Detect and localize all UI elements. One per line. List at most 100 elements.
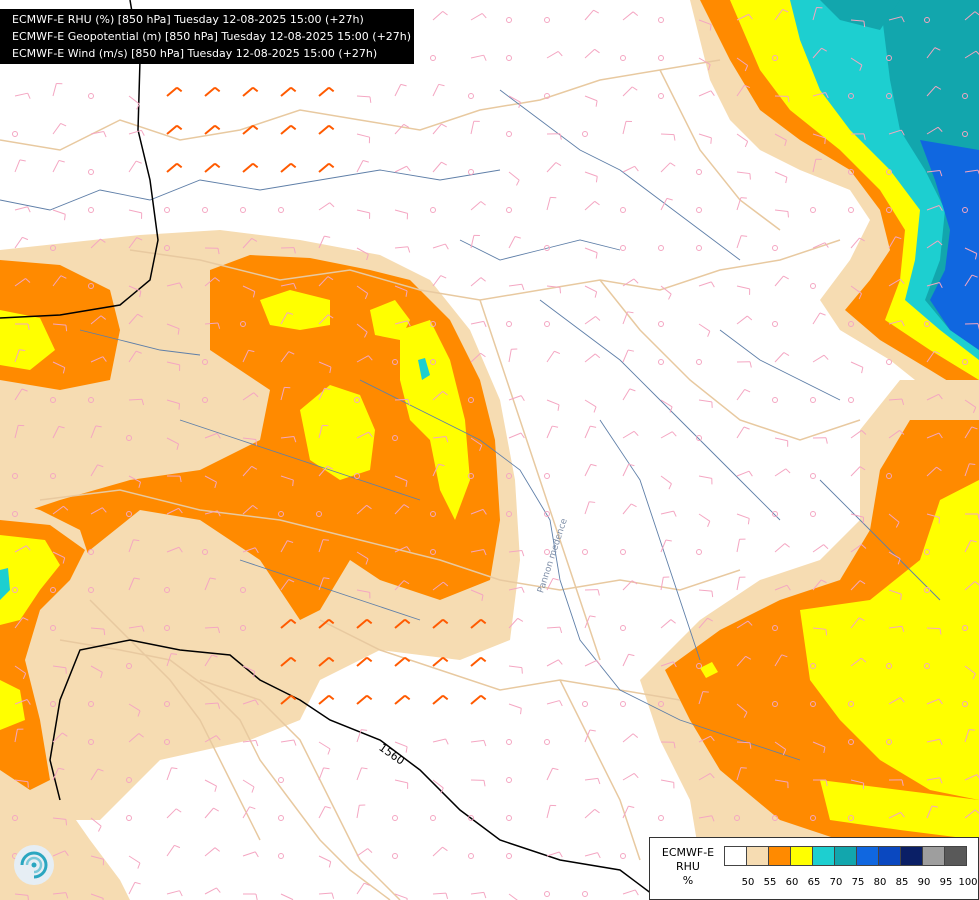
wind-barb — [90, 315, 107, 325]
wind-barb — [848, 815, 854, 821]
rhu-west-region — [0, 500, 130, 900]
wind-barb — [278, 207, 284, 213]
wind-barb — [52, 665, 67, 674]
wind-barb — [470, 779, 486, 787]
wind-barb — [204, 162, 221, 173]
wind-barb — [166, 399, 180, 410]
wind-barb — [126, 435, 132, 441]
wind-barb — [280, 162, 297, 173]
wind-barb — [50, 473, 56, 479]
wind-barb — [354, 397, 360, 403]
wind-barb — [90, 425, 102, 439]
wind-barb — [964, 247, 978, 260]
wind-barb — [546, 51, 563, 59]
wind-barb — [774, 584, 791, 591]
wind-barb — [90, 893, 104, 900]
wind-barb — [430, 207, 436, 213]
wind-barb — [204, 735, 221, 743]
wind-barb — [812, 158, 822, 173]
wind-barb — [698, 281, 715, 288]
wind-barb — [774, 779, 789, 789]
wind-barb — [90, 464, 104, 477]
wind-barb — [356, 767, 368, 781]
wind-barb — [166, 361, 181, 371]
country-borders — [0, 59, 861, 900]
wind-barb — [774, 133, 787, 147]
wind-barb — [204, 322, 221, 329]
legend-swatch — [746, 846, 769, 866]
wind-barb — [926, 240, 943, 249]
wind-barb — [620, 625, 626, 631]
wind-barb — [962, 93, 968, 99]
wind-barb — [242, 285, 256, 298]
wind-barb — [240, 587, 246, 593]
legend-swatch — [812, 846, 835, 866]
wind-barb — [546, 767, 559, 781]
wind-barb — [432, 779, 444, 794]
wind-barb — [88, 283, 94, 289]
wind-barb — [508, 95, 521, 109]
wind-barb — [848, 701, 854, 707]
wind-barb — [584, 808, 600, 819]
wind-barb — [430, 359, 436, 365]
wind-barb — [508, 395, 525, 402]
wind-barb — [280, 282, 297, 290]
rhu-legend: ECMWF-E RHU % 50 55 60 65 70 75 80 85 90 95 100 — [649, 837, 979, 900]
wind-barb — [12, 587, 18, 593]
wind-barb — [128, 129, 145, 136]
wind-barb — [204, 577, 216, 591]
wind-barb — [810, 207, 816, 213]
wind-barb — [660, 431, 677, 439]
wind-barb — [126, 815, 132, 821]
wind-barb — [50, 587, 56, 593]
wind-barb — [356, 355, 373, 363]
wind-barb — [470, 277, 486, 287]
wind-barb — [506, 777, 512, 783]
wind-barb — [278, 815, 284, 821]
wind-barb — [88, 207, 94, 213]
wind-barb — [52, 892, 69, 899]
wind-barbs — [12, 6, 979, 900]
wind-barb — [584, 659, 601, 667]
wind-barb — [316, 511, 322, 517]
wind-barb — [356, 589, 371, 599]
wind-barb — [470, 13, 487, 21]
wind-barb — [698, 773, 715, 781]
wind-barb — [772, 397, 778, 403]
wind-barb — [888, 129, 905, 136]
wind-barb — [280, 579, 295, 591]
wind-barb — [14, 349, 26, 363]
wind-barb — [128, 577, 140, 591]
wind-barb — [164, 739, 170, 745]
wind-barb — [660, 162, 676, 173]
wind-barb — [924, 321, 930, 327]
wind-barb — [90, 627, 106, 636]
wind-barb — [584, 171, 598, 183]
wind-barb — [394, 656, 411, 667]
rivers — [0, 89, 941, 761]
wind-barb — [14, 779, 29, 788]
wind-barb — [584, 589, 600, 596]
wind-barb — [14, 388, 28, 401]
wind-barb — [698, 815, 715, 822]
wind-barb — [52, 209, 66, 221]
wind-barb — [242, 505, 258, 515]
wind-barb — [394, 618, 411, 629]
wind-barb — [128, 350, 142, 363]
wind-barb — [658, 701, 664, 707]
wind-barb — [660, 576, 670, 591]
wind-barb — [394, 475, 408, 487]
wind-barb — [470, 549, 487, 556]
wind-barb — [468, 169, 474, 175]
wind-barb — [470, 739, 487, 747]
wind-barb — [812, 437, 828, 444]
wind-barb — [204, 124, 221, 135]
wind-barb — [204, 654, 218, 667]
wind-barb — [166, 653, 178, 667]
wind-barb — [128, 855, 141, 869]
wind-barb — [584, 729, 596, 743]
wind-barb — [430, 549, 436, 555]
wind-barb — [12, 511, 18, 517]
wind-barb — [772, 321, 778, 327]
wind-barb — [356, 694, 373, 705]
